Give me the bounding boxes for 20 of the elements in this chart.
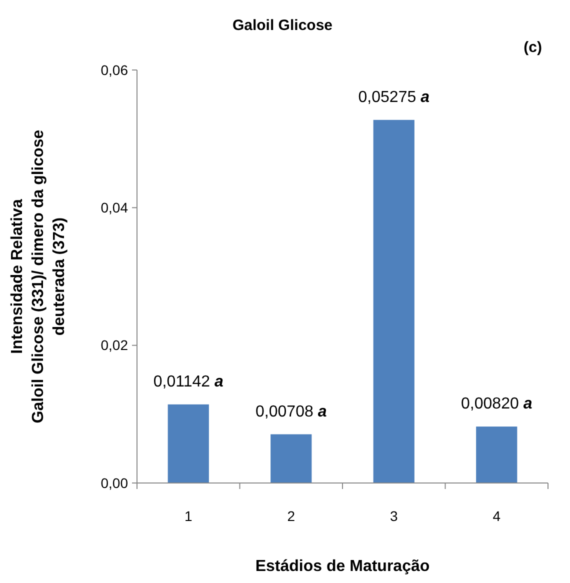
y-axis-title: Intensidade Relativa Galoil Glicose (331)/ dimero da glicose deuterada (373) (9, 130, 68, 424)
data-label: 0,00708 a (256, 403, 327, 420)
y-tick-label: 0,02 (100, 337, 128, 354)
x-tick-label: 2 (287, 508, 296, 524)
x-tick-label: 1 (184, 508, 192, 524)
text: (c) (524, 39, 542, 56)
y-tick-label: 0,04 (100, 200, 128, 216)
y-tick-label: 0,06 (100, 62, 128, 78)
y-tick-label: 0,00 (100, 474, 128, 491)
bar (476, 426, 518, 483)
bar (168, 404, 209, 483)
data-label: 0,05275 a (358, 88, 430, 106)
data-label: 0,00820 a (461, 396, 532, 413)
bar (270, 434, 312, 483)
chart-title: Galoil Glicose (232, 17, 333, 34)
x-axis-title: Estádios de Maturação (255, 558, 430, 575)
bar (373, 120, 414, 483)
data-label: 0,01142 a (153, 373, 224, 390)
x-tick-label: 4 (492, 508, 501, 524)
x-tick-label: 3 (390, 508, 398, 524)
